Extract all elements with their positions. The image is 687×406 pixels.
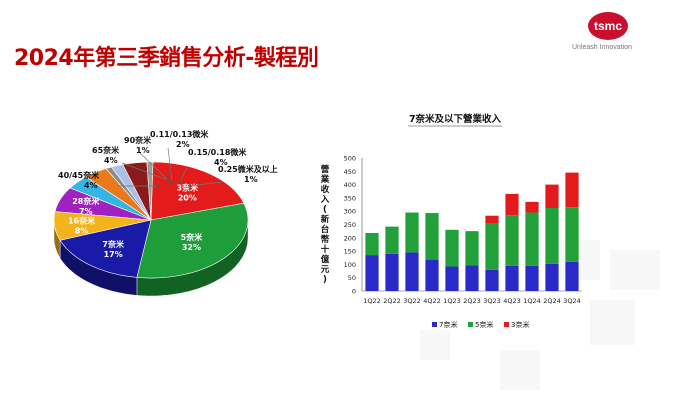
y-tick-label: 500 bbox=[344, 155, 356, 163]
bar-segment bbox=[485, 223, 499, 270]
legend-label: 5奈米 bbox=[475, 320, 493, 329]
bar-segment bbox=[385, 226, 399, 254]
x-tick-label: 1Q24 bbox=[523, 297, 541, 305]
y-axis-label-char: 營 bbox=[320, 164, 330, 175]
page-title: 2024年第三季銷售分析-製程別 bbox=[14, 46, 319, 71]
y-tick-label: 200 bbox=[344, 234, 356, 242]
legend-label: 3奈米 bbox=[511, 320, 529, 329]
y-axis-label-char: ) bbox=[323, 275, 327, 285]
bar-segment bbox=[525, 201, 539, 213]
y-tick-label: 50 bbox=[348, 274, 356, 282]
background-decoration bbox=[500, 350, 540, 390]
y-axis-label-char: 入 bbox=[320, 195, 330, 205]
bar-segment bbox=[425, 259, 439, 291]
legend-swatch bbox=[432, 322, 437, 327]
y-tick-label: 150 bbox=[344, 248, 356, 256]
y-axis-label-char: 十 bbox=[321, 244, 330, 255]
bar-segment bbox=[465, 231, 479, 266]
bar-segment bbox=[425, 213, 439, 260]
x-tick-label: 3Q22 bbox=[403, 297, 421, 305]
x-tick-label: 3Q24 bbox=[563, 297, 581, 305]
chart-title: 7奈米及以下營業收入 bbox=[409, 113, 502, 125]
x-tick-label: 4Q23 bbox=[503, 297, 521, 305]
pie-slice-label: 28奈米 bbox=[72, 196, 100, 206]
bar-segment bbox=[405, 212, 419, 253]
bar-segment bbox=[545, 208, 559, 264]
background-decoration bbox=[610, 250, 660, 290]
legend-swatch bbox=[468, 322, 473, 327]
y-axis-label-char: 億 bbox=[321, 254, 330, 265]
bar-segment bbox=[565, 172, 579, 208]
bar-segment bbox=[405, 252, 419, 291]
bar-segment bbox=[385, 253, 399, 291]
bar-segment bbox=[505, 265, 519, 291]
pie-slice-value: 17% bbox=[104, 250, 123, 259]
pie-slice-label: 5奈米 bbox=[181, 232, 204, 242]
y-axis-label-char: 台 bbox=[321, 224, 330, 235]
x-tick-label: 2Q24 bbox=[543, 297, 561, 305]
y-axis-label-char: 元 bbox=[321, 265, 330, 275]
bar-segment bbox=[445, 229, 459, 267]
bar-segment bbox=[465, 265, 479, 291]
bar-segment bbox=[565, 261, 579, 291]
pie-slice bbox=[136, 202, 249, 279]
pie-slice-value: 8% bbox=[75, 226, 89, 235]
bar-segment bbox=[485, 215, 499, 224]
background-decoration bbox=[590, 300, 635, 345]
bar-segment bbox=[565, 207, 579, 262]
y-axis-label-char: ( bbox=[323, 205, 327, 215]
bar-segment bbox=[485, 269, 499, 291]
pie-slice-label: 16奈米 bbox=[68, 215, 96, 225]
y-tick-label: 350 bbox=[344, 194, 356, 202]
x-tick-label: 4Q22 bbox=[423, 297, 441, 305]
bar-segment bbox=[525, 265, 539, 291]
x-tick-label: 2Q23 bbox=[463, 297, 481, 305]
x-tick-label: 2Q22 bbox=[383, 297, 401, 305]
x-tick-label: 1Q23 bbox=[443, 297, 461, 305]
bar-segment bbox=[545, 184, 559, 209]
legend-label: 7奈米 bbox=[439, 320, 457, 329]
pie-slice-value: 32% bbox=[182, 243, 201, 252]
y-axis-label-char: 收 bbox=[321, 184, 330, 195]
pie-slice-value: 20% bbox=[178, 193, 197, 202]
pie-slice-label: 7奈米 bbox=[102, 239, 125, 249]
y-axis-label-char: 新 bbox=[321, 214, 330, 225]
y-tick-label: 100 bbox=[344, 261, 356, 269]
pie-slice bbox=[59, 219, 152, 278]
y-tick-label: 400 bbox=[344, 181, 356, 189]
y-tick-label: 300 bbox=[344, 208, 356, 216]
logo-badge: tsmc bbox=[588, 12, 628, 40]
legend-swatch bbox=[504, 322, 509, 327]
company-logo: tsmc Unleash Innovation bbox=[572, 12, 638, 57]
background-decoration bbox=[420, 330, 450, 360]
bar-segment bbox=[365, 255, 379, 291]
revenue-bar-chart: 7奈米及以下營業收入 0 50 100 150 200 250 300 350 400 450 500… bbox=[320, 113, 582, 329]
bar-segment bbox=[445, 266, 459, 291]
pie-slice-label: 3奈米 bbox=[177, 182, 200, 192]
bar-segment bbox=[505, 215, 519, 266]
y-axis-label-char: 幣 bbox=[321, 234, 330, 245]
y-tick-label: 250 bbox=[344, 221, 356, 229]
x-tick-label: 1Q22 bbox=[363, 297, 381, 305]
logo-tagline: Unleash Innovation bbox=[572, 44, 632, 51]
y-axis-label-char: 業 bbox=[320, 174, 330, 185]
y-tick-label: 450 bbox=[344, 168, 356, 176]
bar-segment bbox=[505, 193, 519, 216]
bar-segment bbox=[365, 233, 379, 256]
bar-segment bbox=[545, 263, 559, 291]
pie-slice-value: 7% bbox=[79, 207, 93, 216]
x-tick-label: 3Q23 bbox=[483, 297, 501, 305]
y-tick-label: 0 bbox=[352, 288, 356, 296]
bar-segment bbox=[525, 212, 539, 266]
